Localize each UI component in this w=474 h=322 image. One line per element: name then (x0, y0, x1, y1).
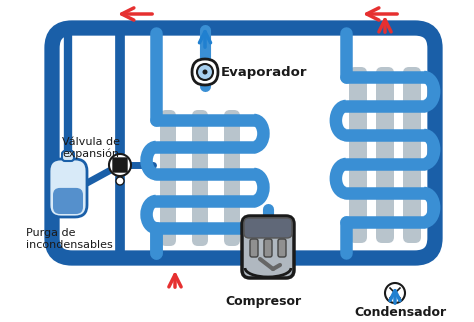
FancyBboxPatch shape (250, 239, 258, 257)
Text: Purga de
incondensables: Purga de incondensables (26, 228, 113, 250)
FancyBboxPatch shape (403, 67, 421, 243)
FancyBboxPatch shape (62, 151, 74, 161)
FancyBboxPatch shape (242, 216, 294, 278)
Circle shape (197, 64, 213, 80)
Circle shape (116, 177, 124, 185)
FancyBboxPatch shape (224, 110, 240, 246)
FancyBboxPatch shape (192, 59, 218, 85)
Text: Evaporador: Evaporador (221, 65, 308, 79)
FancyBboxPatch shape (278, 239, 286, 257)
Text: Válvula de
expansión: Válvula de expansión (62, 137, 120, 159)
Circle shape (109, 154, 131, 176)
Polygon shape (113, 158, 127, 172)
FancyBboxPatch shape (264, 239, 272, 257)
Circle shape (385, 283, 405, 303)
Text: Compresor: Compresor (225, 296, 301, 308)
FancyBboxPatch shape (49, 159, 87, 217)
FancyBboxPatch shape (53, 188, 83, 214)
Polygon shape (113, 158, 127, 172)
Text: Condensador: Condensador (354, 306, 446, 318)
FancyBboxPatch shape (192, 110, 208, 246)
FancyBboxPatch shape (349, 67, 367, 243)
FancyBboxPatch shape (244, 218, 292, 238)
Circle shape (202, 70, 208, 74)
FancyBboxPatch shape (376, 67, 394, 243)
FancyBboxPatch shape (160, 110, 176, 246)
